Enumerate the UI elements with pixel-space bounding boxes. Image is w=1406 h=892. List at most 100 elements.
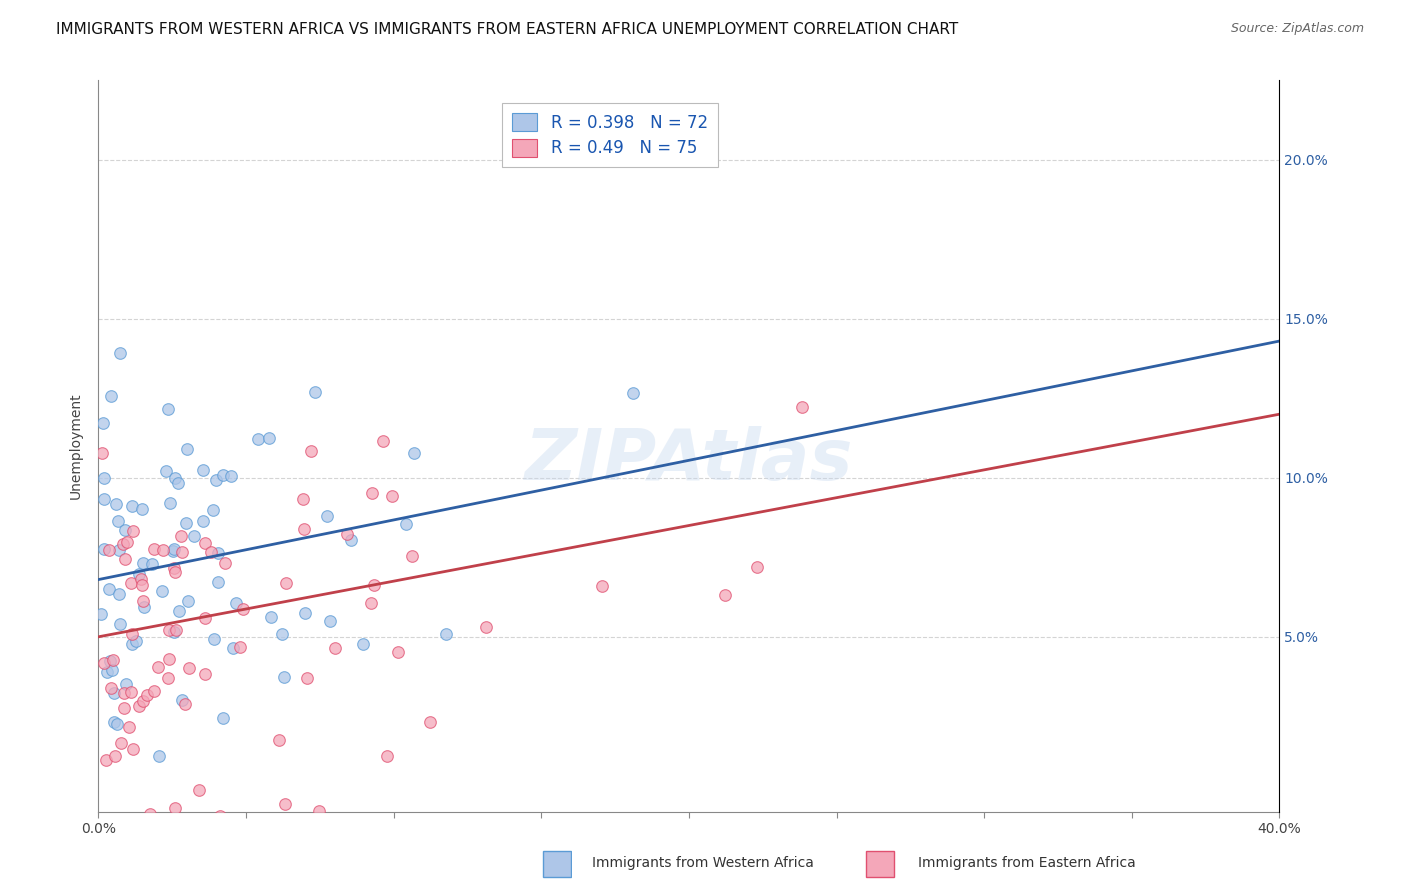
Point [363, 578, 385, 592]
Point [194, 536, 217, 550]
Point [93, 471, 115, 485]
Point [91, 446, 114, 460]
Point [183, 529, 205, 543]
Point [120, 575, 142, 590]
Point [194, 667, 217, 681]
Point [157, 652, 180, 666]
Point [157, 623, 180, 637]
Point [108, 616, 131, 631]
Point [122, 742, 145, 756]
Point [274, 576, 297, 591]
Point [179, 661, 201, 675]
Point [336, 527, 359, 541]
Point [162, 543, 184, 558]
Point [148, 748, 170, 763]
Point [232, 602, 254, 616]
Point [103, 714, 125, 729]
Point [107, 514, 129, 528]
Point [128, 698, 150, 713]
Point [207, 545, 229, 559]
Text: Immigrants from Eastern Africa: Immigrants from Eastern Africa [918, 855, 1135, 870]
Point [114, 677, 136, 691]
Point [792, 400, 814, 414]
FancyBboxPatch shape [543, 851, 571, 877]
Point [200, 545, 222, 559]
Point [202, 632, 225, 646]
Point [267, 732, 290, 747]
Point [96, 753, 118, 767]
Point [152, 542, 174, 557]
Point [167, 604, 190, 618]
Point [98, 582, 121, 596]
Point [434, 627, 457, 641]
FancyBboxPatch shape [866, 851, 894, 877]
Point [165, 624, 187, 638]
Point [292, 522, 315, 536]
Point [316, 509, 339, 524]
Point [260, 610, 283, 624]
Point [105, 717, 128, 731]
Point [745, 560, 768, 574]
Point [139, 807, 162, 822]
Point [395, 517, 418, 532]
Point [107, 542, 129, 557]
Point [273, 670, 295, 684]
Point [387, 645, 409, 659]
Point [167, 475, 190, 490]
Y-axis label: Unemployment: Unemployment [69, 392, 83, 500]
Point [294, 607, 316, 621]
Point [131, 694, 153, 708]
Point [591, 578, 613, 592]
Point [270, 626, 292, 640]
Point [621, 385, 644, 400]
Point [93, 541, 115, 556]
Point [103, 749, 125, 764]
Point [120, 685, 142, 699]
Point [163, 471, 186, 485]
Point [340, 533, 363, 547]
Point [121, 499, 143, 513]
Point [174, 697, 197, 711]
Point [114, 551, 136, 566]
Point [159, 496, 181, 510]
Point [98, 655, 121, 669]
Point [404, 446, 426, 460]
Point [229, 640, 252, 654]
Point [360, 596, 382, 610]
Point [381, 489, 404, 503]
Point [131, 502, 153, 516]
Point [111, 537, 134, 551]
Point [108, 587, 131, 601]
Point [246, 433, 269, 447]
Point [114, 523, 136, 537]
Point [122, 524, 145, 538]
Point [118, 720, 141, 734]
Point [304, 385, 326, 400]
Point [142, 542, 165, 557]
Point [375, 749, 398, 764]
Point [103, 686, 125, 700]
Point [361, 486, 384, 500]
Point [108, 346, 131, 360]
Point [292, 491, 315, 506]
Point [112, 685, 135, 699]
Point [274, 797, 297, 811]
Point [112, 701, 135, 715]
Legend: R = 0.398   N = 72, R = 0.49   N = 75: R = 0.398 N = 72, R = 0.49 N = 75 [502, 103, 718, 167]
Point [714, 588, 737, 602]
Point [174, 516, 197, 530]
Point [177, 594, 200, 608]
Point [193, 463, 215, 477]
Point [91, 417, 114, 431]
Point [401, 549, 423, 564]
Point [474, 620, 496, 634]
Point [208, 809, 231, 823]
Point [163, 542, 186, 557]
Point [93, 491, 115, 506]
Point [128, 567, 150, 582]
Point [155, 464, 177, 478]
Point [125, 633, 148, 648]
Point [257, 431, 280, 445]
Point [135, 688, 157, 702]
Point [219, 468, 242, 483]
